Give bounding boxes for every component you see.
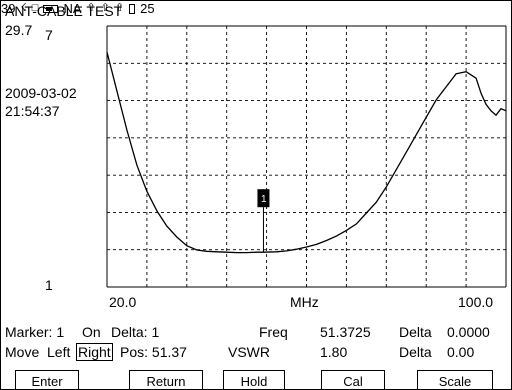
battery-icon (43, 4, 59, 13)
marker-label: 1 (261, 194, 267, 205)
delta-vswr-value: 0.00 (447, 344, 475, 360)
status-bar: 39 ☇ □ NA ⇧ ⇧ ⇧ 25 (1, 1, 511, 16)
move-left-option[interactable]: Left (47, 344, 71, 360)
softkey-bar: Enter Return Hold Cal Scale (1, 370, 511, 389)
x-unit-label: MHz (290, 294, 319, 310)
up-arrow-icon-1: ⇧ (86, 2, 96, 14)
marker-state[interactable]: On (82, 324, 101, 340)
return-button[interactable]: Return (129, 370, 203, 389)
y-max-label: 29.7 (5, 22, 33, 38)
delta-marker-readout: Delta: 1 (111, 324, 160, 340)
scale-button[interactable]: Scale (417, 370, 493, 389)
delta-freq-value: 0.0000 (447, 324, 490, 340)
measurement-counter: 39 (1, 1, 16, 16)
vswr-value: 1.80 (320, 344, 348, 360)
up-arrow-icon-3: ⇧ (114, 2, 125, 14)
test-title: ANT-CABLE TEST (5, 3, 123, 19)
x-start-label: 20.0 (109, 294, 137, 310)
marker-readout: Marker: 1 (5, 324, 65, 340)
move-right-option[interactable]: Right (76, 343, 113, 361)
connector-icon: ☇ (20, 2, 27, 14)
vswr-trace (106, 51, 507, 254)
slot-count: 25 (140, 1, 155, 16)
cal-button[interactable]: Cal (321, 370, 385, 389)
marker-flag (257, 189, 270, 208)
freq-value: 51.3725 (320, 324, 371, 340)
up-arrow-icon-2: ⇧ (100, 2, 110, 14)
memory-slot-icon (129, 3, 136, 14)
date-label: 2009-03-02 (5, 85, 77, 101)
hold-button[interactable]: Hold (223, 370, 285, 389)
enter-button[interactable]: Enter (15, 370, 79, 389)
delta-freq-label: Delta (399, 324, 432, 340)
y-bottom-tick-label: 1 (45, 277, 53, 293)
move-label: Move (5, 344, 40, 360)
plot-grid (106, 25, 507, 288)
square-icon: □ (31, 2, 39, 14)
vswr-label: VSWR (228, 344, 270, 360)
y-top-tick-label: 7 (45, 27, 53, 43)
delta-vswr-label: Delta (399, 344, 432, 360)
time-label: 21:54:37 (5, 103, 60, 119)
position-readout: Pos: 51.37 (120, 344, 187, 360)
freq-label: Freq (259, 324, 288, 340)
x-end-label: 100.0 (458, 294, 494, 310)
na-indicator: NA (63, 1, 82, 16)
